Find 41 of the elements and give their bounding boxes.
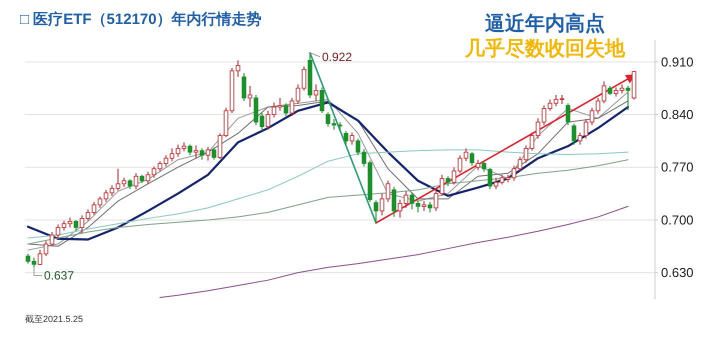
candlestick xyxy=(206,146,210,161)
candlestick xyxy=(476,159,480,171)
candlestick xyxy=(128,178,132,190)
line-series xyxy=(28,159,628,245)
annotation: 0.637 xyxy=(44,268,74,282)
text: 截至2021.5.25 xyxy=(25,314,84,324)
y-tick-label: 0.630 xyxy=(661,265,694,280)
candlestick xyxy=(248,85,252,108)
candlestick xyxy=(212,147,216,160)
candlestick xyxy=(320,86,324,114)
y-tick-label: 0.700 xyxy=(661,212,694,228)
candlestick xyxy=(572,123,576,146)
y-tick-label: 0.840 xyxy=(661,107,694,122)
candlestick xyxy=(626,85,630,111)
candlestick xyxy=(134,172,138,190)
candlestick xyxy=(284,102,288,117)
candlestick xyxy=(374,200,378,224)
annotation: 几乎尽数收回失地 xyxy=(464,37,626,60)
text: 逼近年内高点 xyxy=(484,12,605,35)
candlestick xyxy=(350,132,354,146)
candlestick xyxy=(482,161,486,172)
candlestick xyxy=(428,201,432,213)
candlestick xyxy=(314,84,318,102)
candlestick xyxy=(470,152,474,166)
candlestick xyxy=(242,72,246,102)
candlestick xyxy=(488,167,492,190)
candlestick xyxy=(188,144,192,156)
candlestick xyxy=(446,176,450,187)
candlestick xyxy=(566,102,570,126)
candlestick xyxy=(392,186,396,218)
annotation: 0.922 xyxy=(322,50,352,64)
candlestick xyxy=(200,148,204,160)
candlestick xyxy=(344,130,348,146)
candlestick xyxy=(74,219,78,231)
candlestick xyxy=(608,85,612,96)
chart-title: □ 医疗ETF（512170）年内行情走势 xyxy=(20,11,262,28)
candlestick xyxy=(194,144,198,159)
line-series xyxy=(160,206,628,298)
y-tick-label: 0.910 xyxy=(661,54,694,70)
candlestick xyxy=(422,200,426,212)
y-tick-label: 0.770 xyxy=(661,160,694,175)
